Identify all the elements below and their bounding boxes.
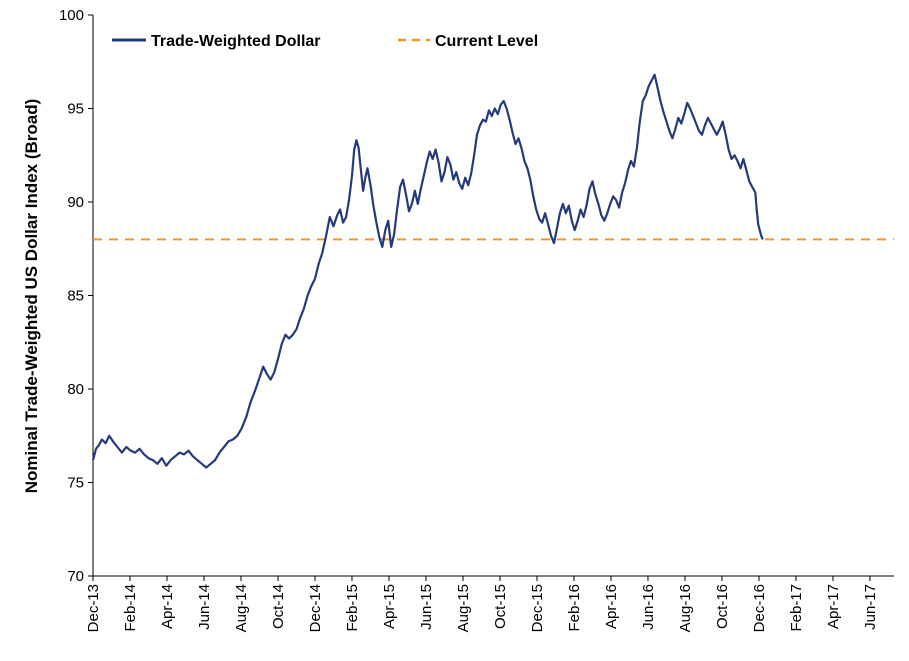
x-tick-label: Jun-14 xyxy=(196,584,213,630)
y-tick-label: 80 xyxy=(67,381,84,398)
x-tick-label: Aug-15 xyxy=(455,584,472,632)
x-tick-label: Apr-14 xyxy=(159,584,176,629)
y-tick-label: 95 xyxy=(67,101,84,118)
x-tick-label: Apr-16 xyxy=(603,584,620,629)
x-tick-label: Dec-14 xyxy=(307,584,324,632)
x-tick-label: Feb-17 xyxy=(788,584,805,632)
y-tick-label: 75 xyxy=(67,475,84,492)
x-tick-label: Feb-15 xyxy=(344,584,361,632)
y-tick-label: 85 xyxy=(67,288,84,305)
legend-label-trade-weighted-dollar: Trade-Weighted Dollar xyxy=(151,33,321,50)
trade-weighted-dollar-line xyxy=(91,73,764,469)
x-tick-label: Oct-14 xyxy=(270,584,287,629)
x-tick-label: Dec-13 xyxy=(85,584,102,632)
y-tick-label: 100 xyxy=(59,7,84,24)
x-tick-label: Jun-16 xyxy=(640,584,657,630)
x-tick-label: Apr-17 xyxy=(825,584,842,629)
x-tick-label: Feb-16 xyxy=(566,584,583,632)
x-axis-ticks: Dec-13 Feb-14 Apr-14 Jun-14 Aug-14 Oct-14 Dec-… xyxy=(85,576,879,632)
y-axis-label: Nominal Trade-Weighted US Dollar Index (… xyxy=(22,99,41,494)
legend-label-current-level: Current Level xyxy=(435,33,538,50)
legend: Trade-Weighted Dollar Current Level xyxy=(112,33,538,50)
y-tick-label: 90 xyxy=(67,194,84,211)
x-tick-label: Jun-17 xyxy=(862,584,879,630)
y-tick-label: 70 xyxy=(67,568,84,585)
x-tick-label: Dec-15 xyxy=(529,584,546,632)
x-tick-label: Oct-15 xyxy=(492,584,509,629)
x-tick-label: Aug-16 xyxy=(677,584,694,632)
y-axis-ticks: 70 75 80 85 90 95 100 xyxy=(59,7,93,585)
x-tick-label: Aug-14 xyxy=(233,584,250,632)
x-tick-label: Feb-14 xyxy=(122,584,139,632)
x-tick-label: Dec-16 xyxy=(751,584,768,632)
x-tick-label: Oct-16 xyxy=(714,584,731,629)
x-tick-label: Apr-15 xyxy=(381,584,398,629)
x-tick-label: Jun-15 xyxy=(418,584,435,630)
